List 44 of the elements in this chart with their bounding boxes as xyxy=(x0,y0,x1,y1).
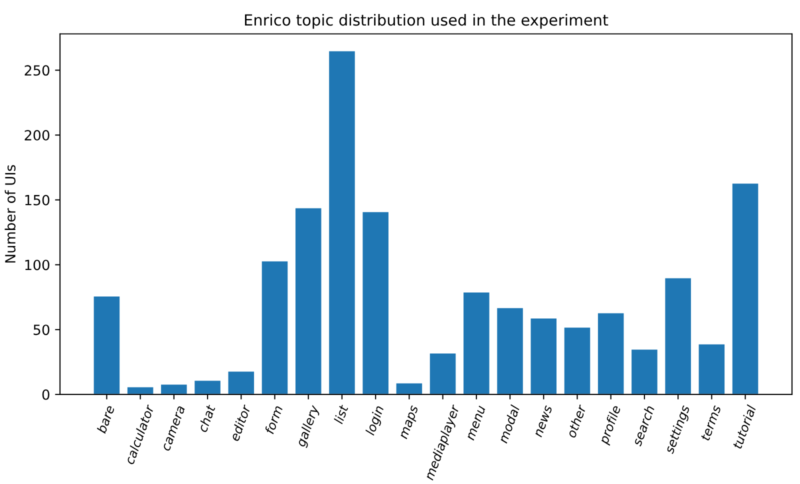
y-tick-label: 250 xyxy=(24,65,50,76)
chart-title: Enrico topic distribution used in the experiment xyxy=(245,14,608,29)
bar xyxy=(328,50,356,394)
x-tick-label: list xyxy=(333,404,349,424)
x-tick-label: login xyxy=(364,404,386,437)
bar xyxy=(596,312,625,394)
bar xyxy=(92,295,121,394)
x-tick-label: other xyxy=(566,404,587,438)
bar xyxy=(428,352,457,394)
x-tick-label: chat xyxy=(197,404,216,433)
x-tick-label: bare xyxy=(96,404,115,434)
bar xyxy=(126,386,154,394)
y-tick-label: 0 xyxy=(42,389,50,400)
bar xyxy=(362,211,390,394)
bar xyxy=(731,182,760,394)
x-tick-label: news xyxy=(534,405,552,438)
x-tick-label: menu xyxy=(467,406,486,441)
bar xyxy=(698,343,726,394)
y-axis-title: Number of UIs xyxy=(4,165,16,263)
x-tick-label: modal xyxy=(498,404,520,444)
x-tick-label: editor xyxy=(229,404,252,442)
bar xyxy=(462,291,490,394)
bar xyxy=(563,326,592,394)
y-tick-label: 150 xyxy=(25,194,50,206)
x-tick-label: camera xyxy=(162,406,186,452)
bar xyxy=(530,317,558,394)
bar xyxy=(294,207,322,394)
x-tick-label: profile xyxy=(598,404,624,446)
bar xyxy=(395,382,424,394)
x-tick-label: maps xyxy=(400,405,421,440)
y-tick-label: 100 xyxy=(25,260,50,270)
y-tick-label: 50 xyxy=(34,324,50,336)
bar xyxy=(496,307,524,394)
bar xyxy=(630,348,658,394)
x-tick-label: form xyxy=(264,404,283,434)
x-tick-label: gallery xyxy=(296,404,322,448)
bar xyxy=(194,380,222,394)
y-tick-label: 200 xyxy=(24,130,50,141)
x-tick-label: terms xyxy=(700,404,722,441)
bar xyxy=(260,260,289,394)
x-tick-label: search xyxy=(632,404,655,447)
bar xyxy=(664,277,692,394)
bar xyxy=(160,384,188,394)
bar xyxy=(227,370,256,394)
